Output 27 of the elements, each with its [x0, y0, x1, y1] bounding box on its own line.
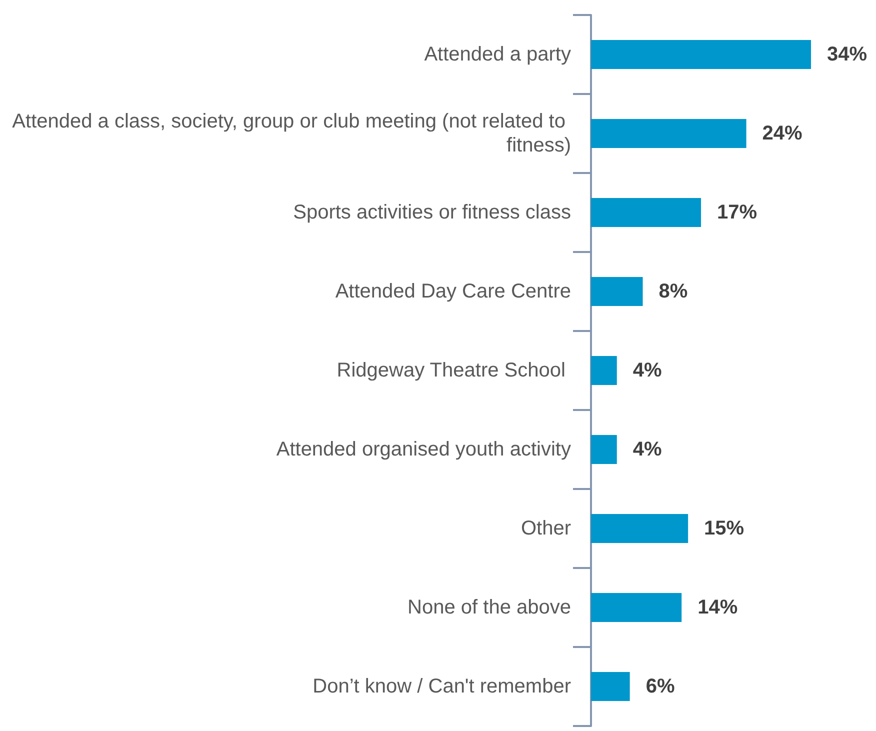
data-label: 4% [632, 438, 662, 460]
y-tick-label: Other [520, 518, 572, 540]
data-label: 17% [717, 202, 758, 224]
data-label: 24% [762, 122, 803, 144]
data-label: 15% [704, 518, 744, 540]
y-tick-label: None of the above [408, 596, 571, 618]
bar [591, 40, 811, 69]
data-label: 8% [658, 280, 688, 302]
data-label: 34% [827, 44, 868, 66]
y-tick-label: Don’t know / Can't remember [312, 676, 572, 698]
bar [591, 672, 630, 701]
data-label: 4% [632, 360, 662, 382]
y-tick-label: Attended a party [424, 44, 571, 66]
y-tick-label: Attended Day Care Centre [335, 280, 571, 302]
data-label: 6% [646, 676, 675, 698]
y-tick-label: Sports activities or fitness class [293, 202, 571, 224]
bar [591, 198, 701, 227]
y-tick-label: Attended a class, society, group or club meeting (not related to fitness) [12, 110, 571, 156]
bar [591, 435, 617, 464]
bar [591, 356, 617, 385]
data-label: 14% [698, 596, 738, 618]
y-tick-label: Attended organised youth activity [276, 438, 571, 460]
bar [591, 514, 688, 543]
bar [591, 119, 746, 148]
bar [591, 593, 682, 622]
y-tick-label: Ridgeway Theatre School [336, 360, 571, 382]
bar [591, 277, 643, 306]
